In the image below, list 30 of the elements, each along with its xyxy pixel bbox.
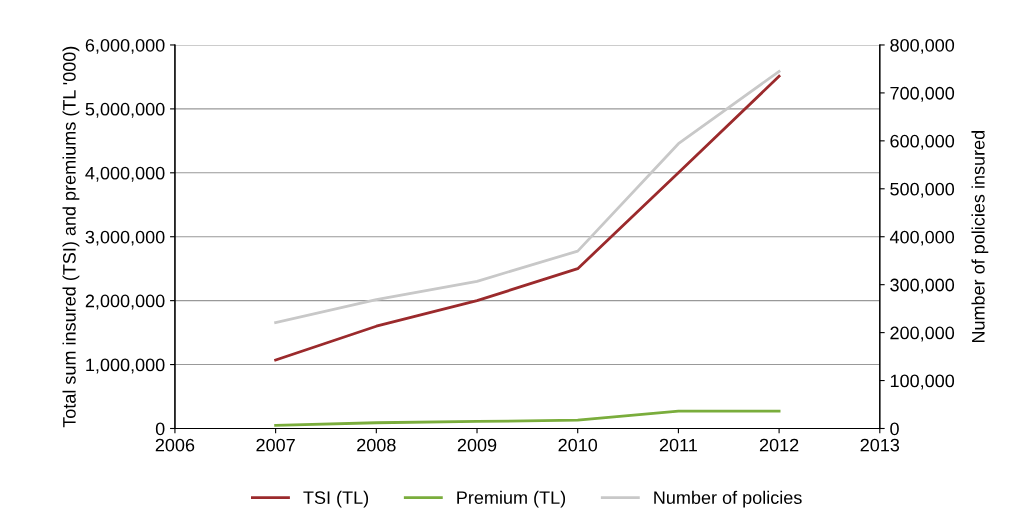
y-tick-label: 1,000,000 xyxy=(86,358,165,374)
y-tick-label: 0 xyxy=(155,422,165,436)
y2-tick-label: 100,000 xyxy=(890,374,955,390)
y2-tick-label: 700,000 xyxy=(890,86,955,102)
x-tick-label: 2006 xyxy=(155,438,195,452)
x-tick-label: 2008 xyxy=(357,438,396,452)
y2-tick-label: 0 xyxy=(890,422,899,436)
y2-tick-label: 500,000 xyxy=(890,182,955,198)
y-axis-title: Total sum insured (TSI) and premiums (TL '000) xyxy=(62,46,80,428)
y-tick-label: 5,000,000 xyxy=(85,102,165,118)
y2-tick-label: 600,000 xyxy=(890,134,955,150)
legend-label: Premium (TL) xyxy=(457,490,566,508)
line-series xyxy=(274,409,781,427)
y-tick-label: 4,000,000 xyxy=(85,166,165,182)
y-tick-label: 6,000,000 xyxy=(85,38,165,54)
y2-tick-label: 200,000 xyxy=(890,326,955,342)
y2-axis-title: Number of policies insured xyxy=(971,131,989,343)
legend-label: Number of policies xyxy=(654,490,802,508)
x-tick-label: 2012 xyxy=(759,438,799,452)
y-tick-label: 2,000,000 xyxy=(85,294,165,310)
x-tick-label: 2009 xyxy=(457,438,497,452)
y2-tick-label: 300,000 xyxy=(890,278,955,294)
x-tick-label: 2007 xyxy=(256,438,295,452)
y-tick-label: 3,000,000 xyxy=(85,230,165,246)
y2-tick-label: 800,000 xyxy=(890,38,955,54)
legend-label: TSI (TL) xyxy=(303,490,369,508)
x-tick-label: 2013 xyxy=(860,438,900,452)
x-tick-label: 2011 xyxy=(659,438,697,452)
y2-tick-label: 400,000 xyxy=(889,230,955,246)
x-tick-label: 2010 xyxy=(558,438,598,452)
